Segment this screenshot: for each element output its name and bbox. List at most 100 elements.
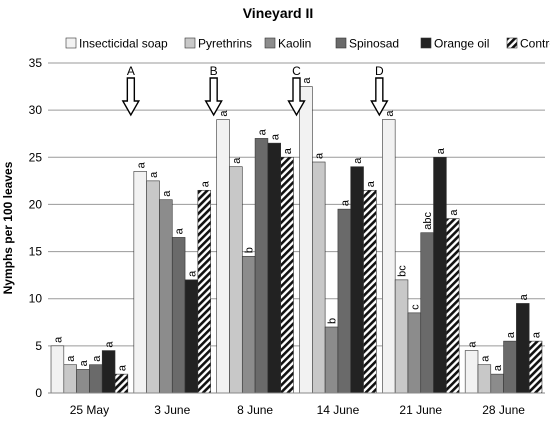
- bar: [241, 255, 256, 394]
- bar: [133, 171, 147, 394]
- bar: [89, 364, 103, 394]
- legend-swatch: [420, 37, 432, 49]
- x-tick-label: 21 June: [399, 403, 442, 417]
- legend-label: Control: [520, 37, 550, 51]
- bar: [433, 156, 447, 394]
- bar: [216, 119, 230, 394]
- y-tick-label: 0: [35, 386, 42, 400]
- legend-label: Pyrethrins: [198, 37, 252, 51]
- bar-label: a: [65, 355, 77, 362]
- bar-label: a: [531, 331, 543, 338]
- down-arrow-icon: [121, 77, 141, 117]
- bar: [159, 199, 173, 394]
- bar: [464, 350, 479, 394]
- bar: [114, 373, 129, 394]
- bar-label: a: [78, 359, 90, 366]
- y-tick-label: 25: [29, 150, 43, 164]
- y-tick-label: 5: [35, 339, 42, 353]
- legend-label: Kaolin: [278, 37, 311, 51]
- bar: [63, 364, 77, 394]
- bar-label: a: [467, 341, 479, 348]
- legend-swatch: [335, 37, 347, 49]
- bar: [197, 189, 211, 394]
- bar-label: a: [104, 341, 116, 348]
- x-tick-label: 25 May: [70, 403, 109, 417]
- bar: [382, 119, 396, 394]
- x-tick-labels: 25 May 3 June 8 June 14 June 21 June 28 June: [70, 403, 526, 417]
- bar-label: a: [282, 147, 294, 154]
- bar-label: a: [505, 331, 517, 338]
- down-arrow-icon: [204, 77, 223, 117]
- bar-label: a: [301, 77, 313, 84]
- bar-label: a: [269, 133, 281, 140]
- bar: [350, 166, 364, 394]
- arrow-label: B: [210, 64, 218, 78]
- bar-label: a: [161, 190, 173, 197]
- bar: [312, 161, 326, 394]
- bar-label: a: [352, 157, 364, 164]
- bar-label: abc: [422, 211, 434, 229]
- y-tick-label: 20: [29, 197, 43, 211]
- bar-label: a: [231, 157, 243, 164]
- arrow-label: C: [292, 64, 301, 78]
- treatment-arrows: A B C D: [121, 64, 389, 117]
- legend-swatch: [184, 37, 196, 49]
- y-axis-label: Nymphs per 100 leaves: [1, 161, 15, 294]
- chart-title: Vineyard II: [243, 5, 314, 21]
- bar-label: a: [435, 147, 447, 154]
- bar: [50, 345, 65, 394]
- bar: [229, 166, 243, 394]
- bar: [76, 369, 90, 394]
- bar: [516, 303, 530, 394]
- bar: [299, 86, 313, 394]
- y-tick-label: 35: [29, 56, 43, 70]
- y-tick-label: 10: [29, 292, 43, 306]
- bar: [280, 156, 294, 394]
- x-tick-label: 28 June: [482, 403, 525, 417]
- x-tick-label: 3 June: [154, 403, 190, 417]
- bar: [503, 340, 517, 394]
- bar-label: a: [91, 355, 103, 362]
- bar-label: a: [218, 110, 230, 117]
- legend-label: Spinosad: [349, 37, 399, 51]
- bar-label: c: [409, 304, 421, 310]
- x-tick-label: 14 June: [317, 403, 360, 417]
- bar-label: a: [365, 180, 377, 187]
- bar-label: a: [384, 110, 396, 117]
- y-tick-label: 15: [29, 245, 43, 259]
- bar-label: a: [256, 128, 268, 135]
- bar: [477, 364, 492, 394]
- bar-label: bc: [397, 265, 409, 277]
- bar: [407, 312, 422, 394]
- bar-label: a: [492, 364, 504, 371]
- bar-label: a: [135, 161, 147, 168]
- bar-label: b: [244, 247, 256, 253]
- legend-swatch: [65, 37, 77, 49]
- bar-label: a: [148, 171, 160, 178]
- bar: [490, 373, 504, 394]
- bar-label: a: [52, 336, 64, 343]
- bar-label: a: [116, 364, 128, 371]
- bar: [254, 138, 269, 394]
- bar: [267, 142, 281, 394]
- legend-label: Insecticidal soap: [79, 37, 168, 51]
- bar: [184, 279, 199, 394]
- x-tick-label: 8 June: [237, 403, 273, 417]
- bar-label: b: [327, 318, 339, 324]
- bar-label: a: [314, 152, 326, 159]
- bar: [101, 350, 116, 394]
- bar: [324, 326, 339, 394]
- bar: [171, 237, 186, 394]
- legend-swatch: [506, 37, 518, 49]
- bar: [394, 279, 409, 394]
- bar: [446, 218, 460, 394]
- arrow-label: A: [127, 64, 135, 78]
- legend: Insecticidal soap Pyrethrins Kaolin Spinosa…: [65, 37, 550, 51]
- bar-label: a: [518, 293, 530, 300]
- y-tick-label: 30: [29, 103, 43, 117]
- legend-label: Orange oil: [434, 37, 489, 51]
- down-arrow-icon: [370, 77, 389, 117]
- bar-label: a: [199, 180, 211, 187]
